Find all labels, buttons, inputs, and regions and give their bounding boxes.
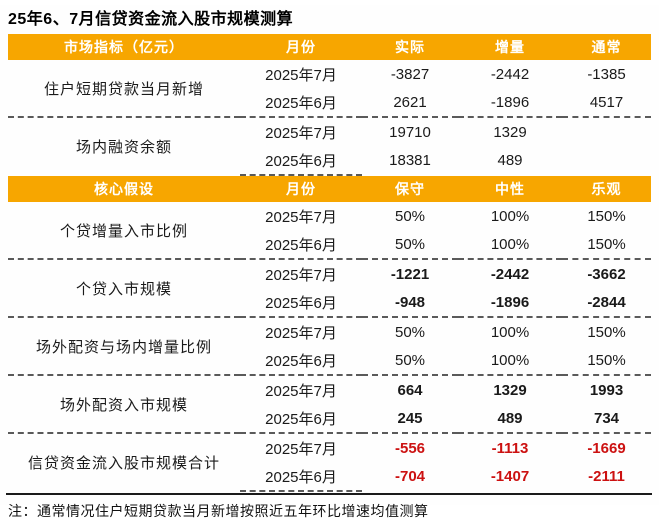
value-cell: -556 — [362, 432, 458, 462]
header-cell: 保守 — [362, 176, 458, 202]
value-cell: 150% — [562, 316, 651, 346]
header-cell: 月份 — [240, 176, 362, 202]
value-cell: 50% — [362, 316, 458, 346]
value-cell: 19710 — [362, 116, 458, 146]
value-cell: 1329 — [458, 374, 562, 404]
table-row: 住户短期贷款当月新增 2025年7月 -3827 -2442 -1385 — [8, 60, 651, 98]
indicator-cell: 场外配资入市规模 — [8, 374, 240, 433]
month-cell: 2025年6月 — [240, 462, 362, 492]
header-cell: 实际 — [362, 34, 458, 60]
value-cell: 489 — [497, 409, 523, 427]
value-cell: 100% — [458, 316, 562, 346]
indicator-cell: 住户短期贷款当月新增 — [43, 80, 204, 98]
header-cell: 月份 — [240, 34, 362, 60]
table-row: 2025年6月 50% 100% 150% — [8, 346, 651, 375]
value-cell: -3827 — [390, 65, 430, 83]
value-cell: 18381 — [389, 152, 431, 169]
header-cell: 市场指标（亿元） — [8, 34, 240, 60]
month-cell: 2025年6月 — [265, 352, 337, 370]
value-cell: 664 — [362, 374, 458, 404]
table-row: 场外配资与场内增量比例 2025年7月 50% 100% 150% — [8, 316, 651, 375]
table-row: 个贷入市规模 2025年7月 -1221 -2442 -3662 — [8, 258, 651, 317]
header-cell: 通常 — [562, 34, 651, 60]
value-cell: 150% — [587, 351, 626, 369]
value-cell: 50% — [394, 207, 426, 225]
header-cell: 乐观 — [562, 176, 651, 202]
value-cell: -1896 — [490, 293, 530, 311]
table-row: 个贷增量入市比例 2025年7月 50% 100% 150% — [8, 202, 651, 240]
value-cell: 489 — [497, 152, 523, 169]
value-cell: 4517 — [589, 93, 624, 111]
value-cell: -704 — [394, 468, 426, 485]
value-cell: 150% — [587, 207, 626, 225]
report-table-page: 25年6、7月信贷资金流入股市规模测算 市场指标（亿元） 月份 实际 增量 通常… — [0, 5, 659, 519]
header-cell: 增量 — [458, 34, 562, 60]
table-row: 场外配资入市规模 2025年7月 664 1329 1993 — [8, 374, 651, 433]
value-cell: -1896 — [490, 93, 530, 111]
indicator-cell: 场外配资与场内增量比例 — [8, 316, 240, 375]
market-indicators-table: 市场指标（亿元） 月份 实际 增量 通常 住户短期贷款当月新增 2025年7月 … — [8, 34, 651, 176]
table-row: 2025年6月 18381 489 — [8, 146, 651, 176]
value-cell: 150% — [587, 235, 626, 253]
header-cell: 中性 — [458, 176, 562, 202]
value-cell: 100% — [490, 351, 530, 369]
value-cell: 2621 — [393, 93, 427, 111]
month-cell: 2025年7月 — [240, 432, 362, 462]
table-row: 2025年6月 245 489 734 — [8, 404, 651, 433]
core-assumptions-table: 核心假设 月份 保守 中性 乐观 个贷增量入市比例 2025年7月 50% 10… — [8, 176, 651, 492]
indicator-cell: 个贷增量入市比例 — [59, 222, 188, 240]
table-row: 场内融资余额 2025年7月 19710 1329 — [8, 116, 651, 175]
month-cell: 2025年7月 — [240, 374, 362, 404]
page-title: 25年6、7月信贷资金流入股市规模测算 — [8, 11, 294, 28]
value-cell: -2442 — [490, 65, 530, 83]
value-cell: 245 — [397, 409, 423, 427]
month-cell: 2025年6月 — [265, 294, 337, 312]
table-row: 2025年6月 2621 -1896 4517 — [8, 88, 651, 117]
value-cell — [562, 146, 651, 175]
value-cell: -1221 — [362, 258, 458, 288]
value-cell: -2844 — [587, 293, 626, 311]
value-cell: -1669 — [562, 432, 651, 462]
indicator-cell: 信贷资金流入股市规模合计 — [8, 432, 240, 491]
month-cell: 2025年6月 — [265, 94, 337, 112]
month-cell: 2025年6月 — [240, 146, 362, 176]
table-row: 信贷资金流入股市规模合计 2025年7月 -556 -1113 -1669 — [8, 432, 651, 491]
header-cell: 核心假设 — [8, 176, 240, 202]
footnote: 注：通常情况住户短期贷款当月新增按照近五年环比增速均值测算 — [8, 503, 429, 519]
value-cell: 50% — [394, 351, 426, 369]
table2-header-row: 核心假设 月份 保守 中性 乐观 — [8, 176, 651, 202]
value-cell: 100% — [490, 235, 530, 253]
table-row: 2025年6月 50% 100% 150% — [8, 230, 651, 259]
value-cell: -3662 — [562, 258, 651, 288]
value-cell: 1993 — [562, 374, 651, 404]
month-cell: 2025年7月 — [265, 66, 337, 84]
value-cell — [562, 116, 651, 146]
month-cell: 2025年7月 — [240, 258, 362, 288]
month-cell: 2025年6月 — [265, 410, 337, 428]
month-cell: 2025年6月 — [265, 236, 337, 254]
value-cell: -948 — [394, 293, 426, 311]
table-bottom-rule — [6, 493, 652, 495]
value-cell: 100% — [490, 207, 530, 225]
indicator-cell: 个贷入市规模 — [8, 258, 240, 317]
indicator-cell: 场内融资余额 — [8, 116, 240, 175]
table1-header-row: 市场指标（亿元） 月份 实际 增量 通常 — [8, 34, 651, 60]
value-cell: -2111 — [588, 468, 625, 485]
value-cell: 1329 — [458, 116, 562, 146]
month-cell: 2025年7月 — [240, 116, 362, 146]
value-cell: -1407 — [490, 468, 530, 485]
month-cell: 2025年7月 — [265, 208, 337, 226]
value-cell: 50% — [394, 235, 426, 253]
month-cell: 2025年7月 — [240, 316, 362, 346]
value-cell: 734 — [593, 409, 620, 427]
table-row: 2025年6月 -948 -1896 -2844 — [8, 288, 651, 317]
value-cell: -1113 — [458, 432, 562, 462]
value-cell: -2442 — [458, 258, 562, 288]
value-cell: -1385 — [587, 65, 626, 83]
table-row: 2025年6月 -704 -1407 -2111 — [8, 462, 651, 492]
